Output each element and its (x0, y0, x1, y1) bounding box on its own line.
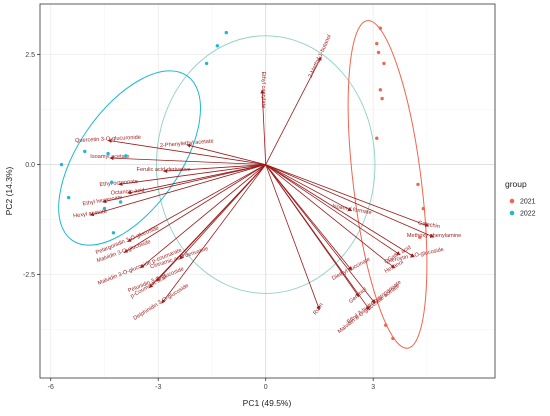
group-ellipses (58, 20, 428, 349)
y-tick-label: 2.5 (25, 52, 35, 59)
correlation-circle (155, 35, 376, 294)
x-tick-label: -3 (155, 384, 161, 391)
loading-arrow (127, 164, 266, 195)
x-tick-label: 0 (264, 384, 268, 391)
loading-arrow (161, 164, 267, 304)
loading-arrow (179, 164, 267, 260)
loading-arrow (265, 164, 376, 304)
loading-label: Diethyl succinate (331, 257, 371, 282)
loading-arrow (265, 164, 435, 238)
loading-arrow (265, 164, 395, 269)
point-2022 (83, 149, 87, 154)
loading-arrow (265, 164, 415, 258)
x-axis-label: PC1 (49.5%) (243, 398, 292, 408)
loading-arrow (186, 143, 266, 165)
loading-label: Octanoic acid (111, 188, 145, 197)
x-tick-label: -6 (48, 384, 54, 391)
point-2022 (66, 195, 71, 200)
loading-label: Catechin (418, 220, 441, 230)
point-2022 (59, 162, 64, 167)
point-2021 (416, 182, 420, 187)
loading-arrow (265, 164, 370, 311)
loading-label: Methoxy phenylamine (407, 233, 461, 239)
loading-label: Ethyl caprylate (260, 71, 266, 108)
point-2021 (382, 61, 386, 66)
point-2021 (391, 336, 395, 341)
ellipse-2022 (58, 70, 201, 246)
loading-label: 2-Methyl-1-butanol (308, 34, 333, 79)
legend-title: group (505, 179, 527, 189)
point-2021 (421, 206, 426, 211)
y-tick-label: -2.5 (23, 272, 35, 279)
loading-label: Ferulic acid derivative (137, 167, 191, 173)
point-2022 (224, 30, 228, 35)
legend-label-2021: 2021 (520, 199, 536, 206)
loading-label: Isoamyl formate (332, 203, 372, 216)
loading-arrow (107, 138, 266, 165)
loading-arrow (265, 164, 353, 212)
loading-arrow (148, 164, 266, 289)
legend-key-2021 (509, 198, 515, 204)
loading-label: Malvidin 3-O-glucoside acetate (337, 283, 401, 335)
loading-label: Hexyl acetate (73, 209, 107, 220)
point-2022 (109, 180, 114, 184)
loading-arrow (265, 164, 401, 256)
point-2022 (111, 231, 116, 235)
point-2022 (118, 200, 123, 204)
loading-arrow (260, 89, 267, 165)
score-points (59, 26, 426, 341)
axes: -6 -3 0 3 -2.5 0.0 2.5 (23, 52, 375, 391)
loading-arrow (123, 164, 266, 253)
loading-arrow (127, 164, 266, 242)
loading-arrow (109, 156, 266, 165)
loading-arrow (118, 164, 266, 186)
point-2021 (378, 88, 383, 92)
grid-lines (40, 4, 495, 378)
panel-border (39, 3, 496, 379)
point-2021 (418, 235, 422, 239)
loading-arrow (163, 164, 266, 173)
point-2022 (204, 61, 209, 66)
loading-arrow (265, 164, 430, 227)
ellipse-2021 (347, 20, 428, 349)
point-2022 (215, 44, 220, 48)
point-2022 (124, 154, 128, 158)
legend: group 2021 2022 (505, 179, 536, 218)
y-axis-label: PC2 (14.3%) (4, 167, 14, 216)
x-tick-label: 3 (371, 384, 375, 391)
y-tick-label: 0.0 (25, 162, 35, 169)
loading-label: 2-Phenylethyl acetate (160, 138, 214, 149)
loading-arrow (265, 164, 321, 311)
point-2022 (106, 151, 110, 156)
legend-label-2022: 2022 (520, 211, 536, 218)
point-2022 (102, 206, 107, 211)
loading-label: Ethyl hexanoate (82, 195, 123, 208)
loading-arrow (140, 164, 266, 269)
loading-label: Ethyl octanoate (99, 179, 138, 188)
loading-arrow (102, 164, 266, 204)
legend-key-2022 (509, 210, 515, 216)
loading-label: Rutin (312, 302, 324, 316)
point-2021 (378, 297, 383, 301)
loading-label: Geraniol (348, 287, 368, 305)
loading-label: Isoamyl acetate (90, 154, 129, 160)
correlation-circle-outline (155, 35, 376, 294)
loading-arrow (89, 164, 266, 217)
point-2021 (376, 50, 381, 55)
loading-label: Quercetin 3-O-glucuronide (75, 135, 141, 144)
point-2021 (378, 26, 383, 30)
point-2021 (380, 96, 384, 101)
loading-arrow (265, 56, 322, 165)
loading-arrows (89, 56, 435, 311)
point-2021 (384, 323, 388, 327)
loading-labels: 2-Methyl-1-butanol Ethyl caprylate 2-Pheny… (73, 34, 461, 335)
point-2021 (375, 41, 379, 46)
point-2021 (375, 136, 379, 140)
